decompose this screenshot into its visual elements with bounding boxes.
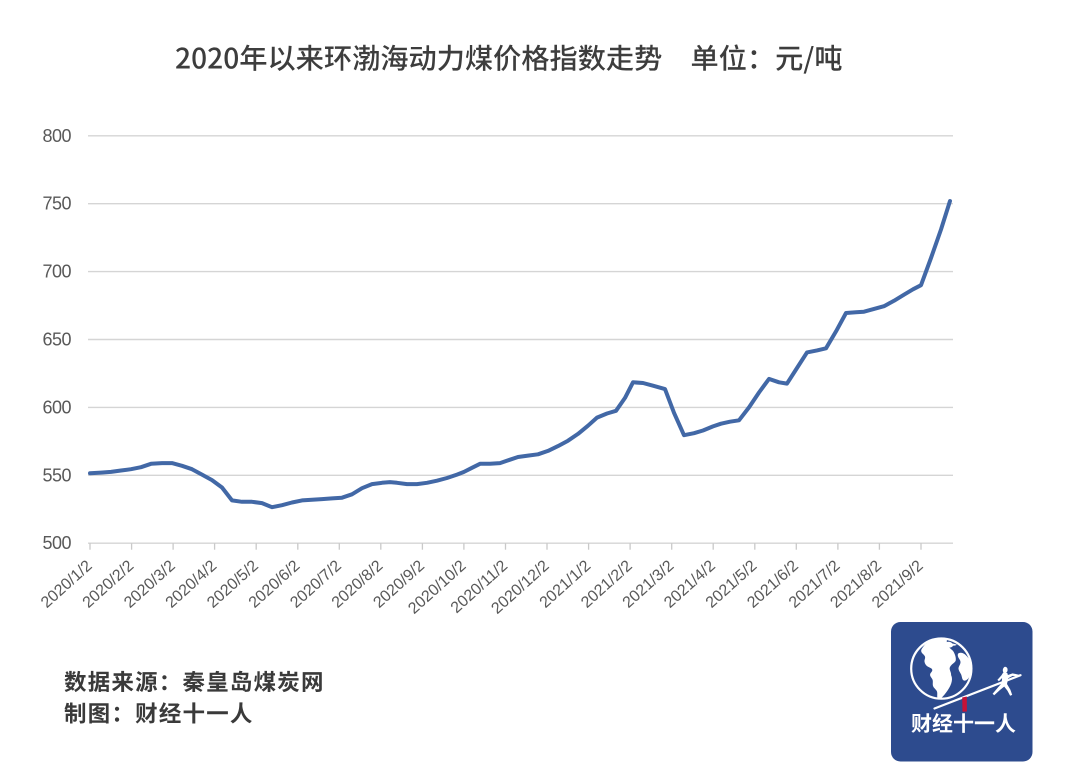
- svg-text:600: 600: [42, 397, 71, 417]
- svg-text:650: 650: [42, 330, 71, 350]
- svg-text:750: 750: [42, 194, 71, 214]
- svg-text:700: 700: [42, 262, 71, 282]
- svg-text:500: 500: [42, 533, 71, 553]
- svg-text:550: 550: [42, 465, 71, 485]
- svg-text:800: 800: [42, 126, 71, 146]
